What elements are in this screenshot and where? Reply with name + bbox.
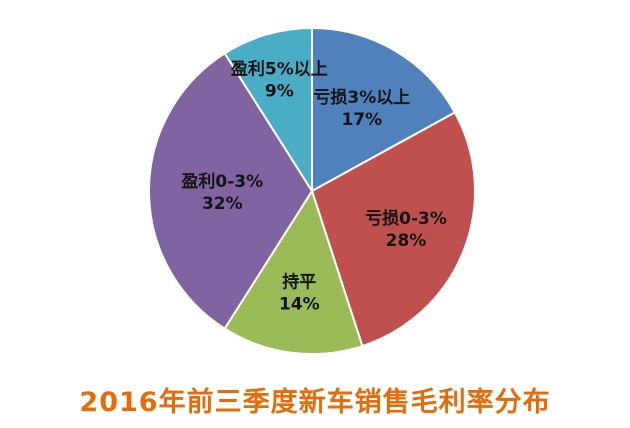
slice-category-label: 亏损0-3% [365,208,447,229]
slice-percent-label: 17% [341,110,382,130]
pie-slice [311,26,457,193]
pie-slice [223,26,313,195]
chart-title: 2016年前三季度新车销售毛利率分布 [79,387,551,418]
slice-percent-label: 32% [202,194,243,214]
slice-category-label: 盈利0-3% [180,171,263,192]
slice-category-label: 盈利5%以上 [230,58,328,79]
pie-slice [310,111,476,348]
slice-category-label: 持平 [282,271,316,292]
slice-percent-label: 14% [279,294,320,314]
pie-slice [223,188,364,355]
slice-percent-label: 28% [386,231,427,251]
pie-slice [148,51,314,331]
slice-percent-label: 9% [265,81,294,101]
slice-category-label: 亏损3%以上 [313,87,410,108]
